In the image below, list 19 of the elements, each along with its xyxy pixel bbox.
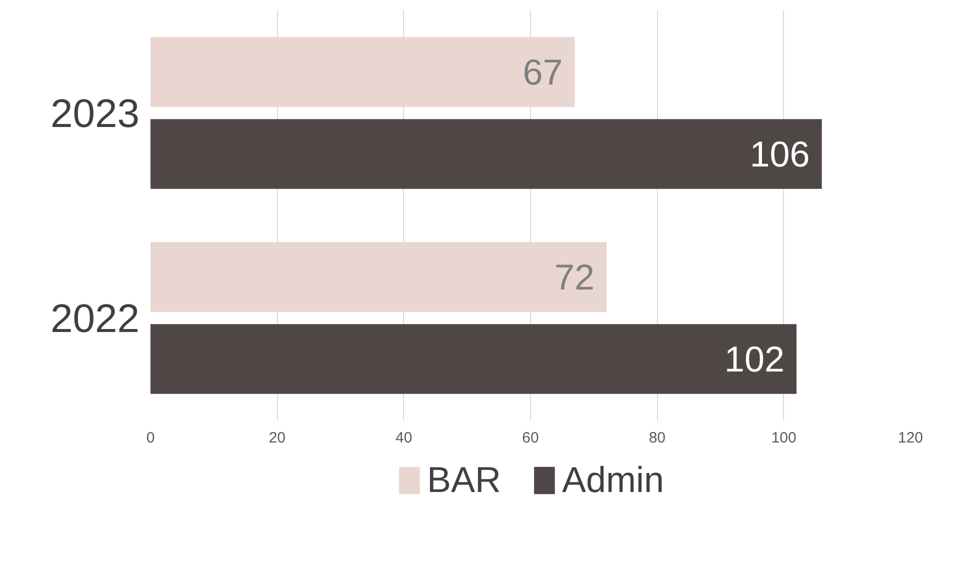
bar (150, 119, 822, 189)
x-tick-label: 120 (898, 430, 924, 446)
x-tick-label: 100 (771, 430, 796, 446)
data-label: 102 (724, 338, 785, 380)
legend-label: BAR (426, 459, 501, 501)
x-tick-label: 60 (522, 430, 539, 446)
x-tick-label: 80 (648, 430, 666, 446)
data-label: 72 (554, 256, 595, 298)
bar (150, 242, 606, 312)
bar (150, 37, 575, 107)
legend-label: Admin (562, 459, 664, 501)
data-label: 67 (522, 52, 563, 92)
x-tick-label: 40 (395, 430, 412, 446)
x-tick-label: 0 (146, 430, 155, 446)
bar (150, 324, 796, 394)
y-tick-label: 2023 (50, 92, 140, 136)
data-label: 106 (750, 134, 810, 174)
y-tick-label: 2022 (50, 297, 140, 341)
x-tick-label: 20 (268, 430, 286, 446)
